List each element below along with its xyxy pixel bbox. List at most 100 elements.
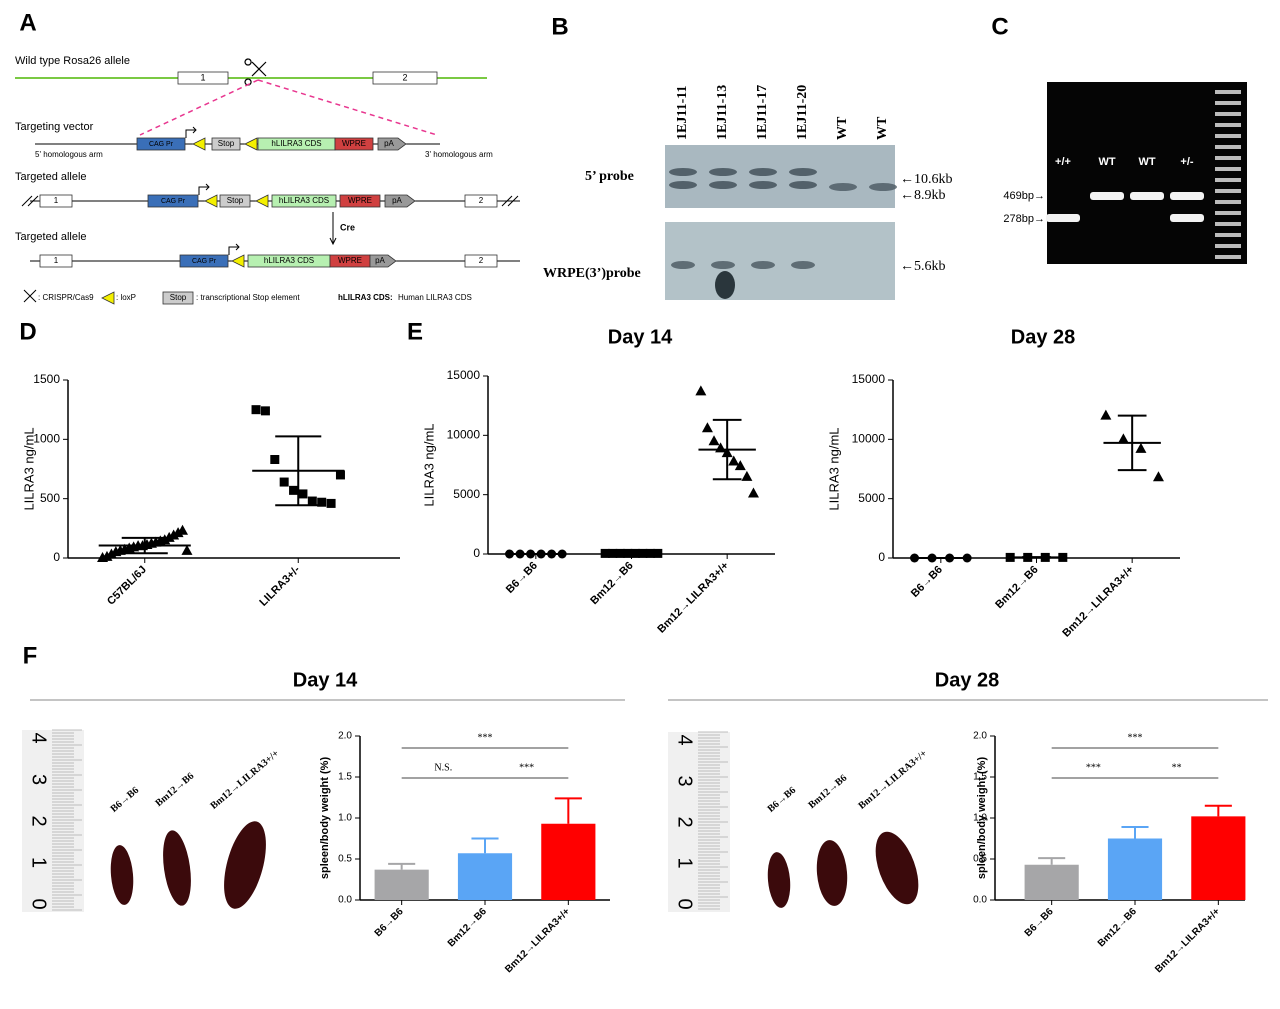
x-tick-label: Bm12→B6 xyxy=(993,564,1040,611)
label: F xyxy=(23,642,38,669)
loxp xyxy=(101,291,115,305)
label: pA xyxy=(384,139,394,148)
label: 469bp→ xyxy=(1003,190,1045,202)
label: 1 xyxy=(28,857,50,868)
dot xyxy=(289,485,299,495)
band xyxy=(709,168,737,176)
ladder-band xyxy=(1215,112,1241,116)
scissors xyxy=(244,58,267,86)
gel-band xyxy=(1090,192,1124,200)
label: D xyxy=(19,318,36,345)
bar xyxy=(541,823,596,900)
label: Targeted allele xyxy=(15,231,87,243)
x-tick-label: B6→B6 xyxy=(909,564,945,600)
ladder-band xyxy=(1215,123,1241,127)
y-tick-label: 5000 xyxy=(858,491,885,505)
band xyxy=(749,168,777,176)
bar xyxy=(1191,816,1246,900)
label: LILRA3 ng/mL xyxy=(21,427,36,510)
label: hLILRA3 CDS: xyxy=(338,293,393,302)
ladder-band xyxy=(1215,233,1241,237)
y-tick-label: 15000 xyxy=(447,368,481,382)
y-tick-label: 1000 xyxy=(33,432,60,446)
element-box xyxy=(372,71,438,85)
label: 3' homologous arm xyxy=(425,150,493,159)
label: 1 xyxy=(54,256,59,265)
promoter-arrow xyxy=(228,243,240,255)
label: hLILRA3 CDS xyxy=(279,196,329,205)
label: +/- xyxy=(1180,156,1193,168)
y-tick-label: 500 xyxy=(40,491,60,505)
label: ←5.6kb xyxy=(900,259,946,274)
dot xyxy=(708,435,720,446)
gel xyxy=(1047,82,1247,264)
label: 0 xyxy=(28,898,50,909)
label: hLILRA3 CDS xyxy=(271,139,321,148)
y-tick-label: 10000 xyxy=(447,428,481,442)
label: WPRE xyxy=(348,196,372,205)
element-box xyxy=(219,194,251,208)
band xyxy=(829,183,857,191)
label: CAG Pr xyxy=(149,141,174,148)
x-tick-label: B6→B6 xyxy=(373,906,406,939)
label: ←8.9kb xyxy=(900,188,946,203)
label: WPRE xyxy=(338,256,362,265)
label: WRPE(3’)probe xyxy=(543,266,641,281)
dot xyxy=(335,470,345,480)
label: WT xyxy=(1138,156,1155,168)
bar xyxy=(374,869,429,900)
bar xyxy=(457,853,513,900)
label: 2 xyxy=(479,196,484,205)
y-tick-label: 0 xyxy=(473,546,480,560)
bar xyxy=(1024,864,1079,900)
label: 3 xyxy=(674,775,696,786)
x-tick-label: B6→B6 xyxy=(504,560,540,596)
label: Targeted allele xyxy=(15,171,87,183)
label: LILRA3 ng/mL xyxy=(826,427,841,510)
element-box xyxy=(179,254,229,268)
ladder-band xyxy=(1215,167,1241,171)
element-box xyxy=(464,194,498,208)
label: Stop xyxy=(227,196,244,205)
loxp xyxy=(244,137,258,151)
photo-label: B6→B6 xyxy=(109,785,142,815)
label: 1 xyxy=(54,196,59,205)
loxp xyxy=(231,254,245,268)
element-box xyxy=(339,194,381,208)
sd-bar xyxy=(275,435,322,507)
error-bar xyxy=(388,862,416,870)
label: Targeting vector xyxy=(15,121,94,133)
label: : loxP xyxy=(116,293,136,302)
label: 5' homologous arm xyxy=(35,150,103,159)
label: 3 xyxy=(28,774,50,785)
error-bar xyxy=(1038,857,1066,865)
dot xyxy=(270,455,280,465)
ladder-band xyxy=(1215,90,1241,94)
dot xyxy=(1135,442,1147,453)
error-bar xyxy=(554,797,582,824)
dot xyxy=(326,498,336,508)
y-tick-label: 15000 xyxy=(852,372,886,386)
label: Cre xyxy=(340,222,355,232)
dot xyxy=(317,497,327,507)
label: : transcriptional Stop element xyxy=(196,293,300,302)
gel-band xyxy=(1170,214,1204,222)
label: Day 28 xyxy=(935,669,1000,691)
photo-label: Bm12→LILRA3+/+ xyxy=(208,748,281,812)
y-tick-label: 1.5 xyxy=(973,772,987,783)
error-bar xyxy=(1204,804,1232,817)
scissors xyxy=(23,289,37,303)
y-tick-label: 0.5 xyxy=(973,854,987,865)
dot xyxy=(728,455,740,466)
label: B xyxy=(551,13,568,40)
ladder-band xyxy=(1215,101,1241,105)
y-tick-label: 10000 xyxy=(852,432,886,446)
y-tick-label: 1.0 xyxy=(338,813,352,824)
y-tick-label: 0.5 xyxy=(338,854,352,865)
photo-label: B6→B6 xyxy=(766,785,799,815)
loxp xyxy=(192,137,206,151)
label: 0 xyxy=(674,898,696,909)
ladder-band xyxy=(1215,189,1241,193)
label: hLILRA3 CDS xyxy=(264,256,314,265)
label: 2 xyxy=(479,256,484,265)
